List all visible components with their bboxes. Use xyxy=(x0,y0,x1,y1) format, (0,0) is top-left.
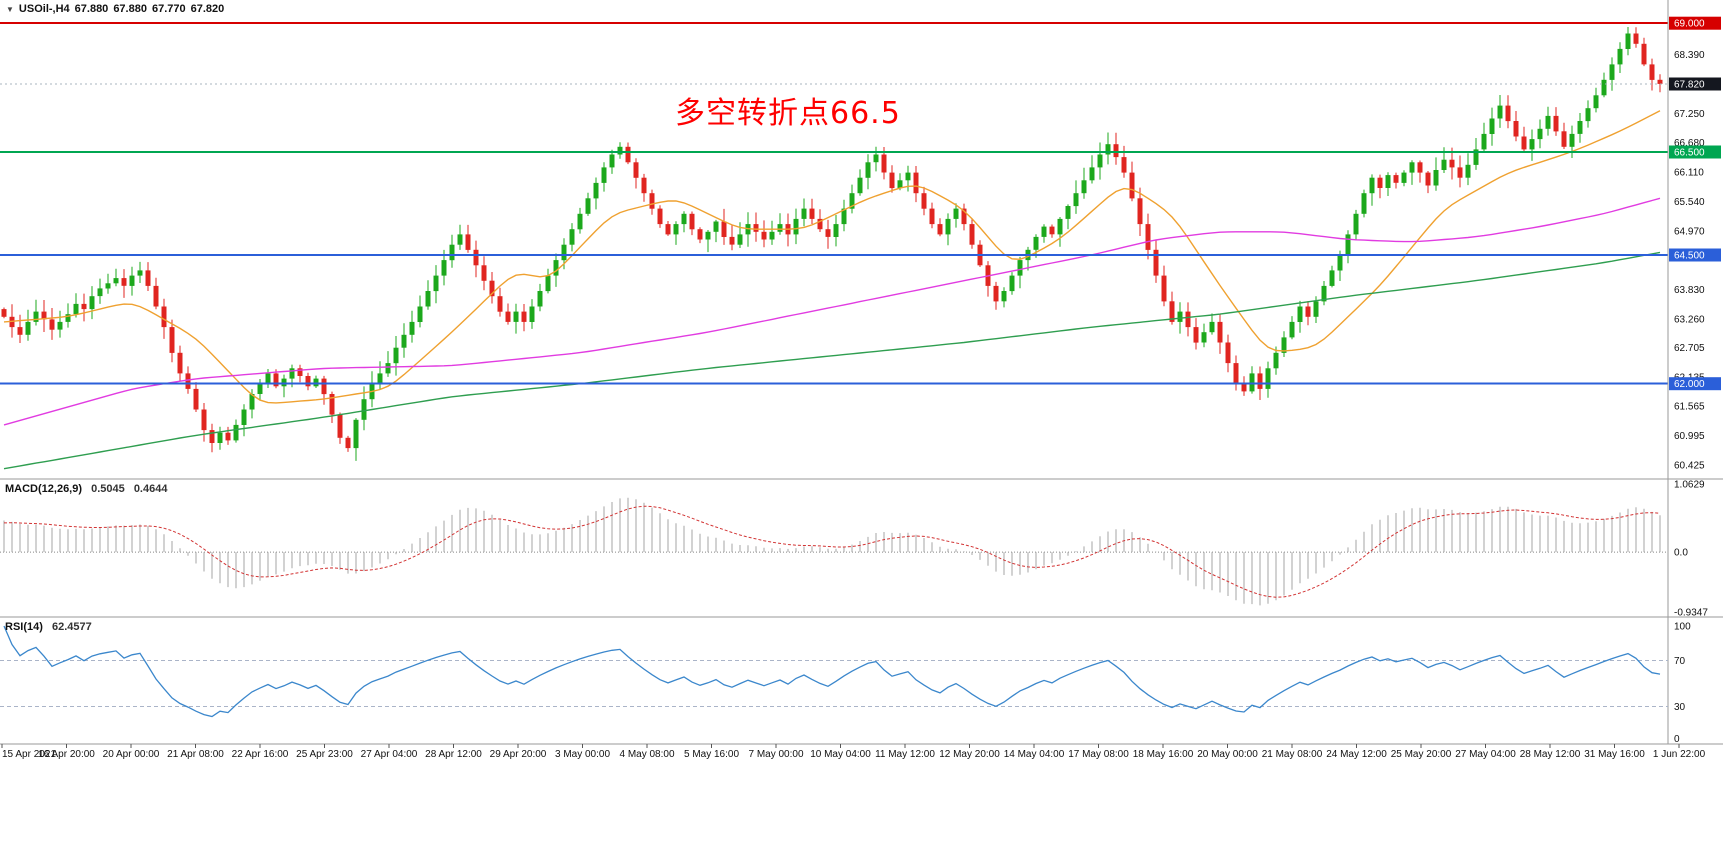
time-axis-label: 17 May 08:00 xyxy=(1068,749,1129,760)
price-tick-label: 60.995 xyxy=(1674,431,1705,442)
horizontal-lines-layer xyxy=(0,22,1668,385)
time-axis-label: 15 Apr 2021 xyxy=(2,749,56,760)
price-badge-label: 69.000 xyxy=(1674,19,1705,30)
price-tick-label: 67.250 xyxy=(1674,109,1705,120)
macd-axis-labels[interactable]: 1.0629 0.0 -0.9347 xyxy=(1674,480,1708,619)
price-badge-label: 62.000 xyxy=(1674,379,1705,390)
time-axis-label: 28 May 12:00 xyxy=(1519,749,1581,760)
price-badge xyxy=(1669,248,1721,262)
time-axis-label: 21 Apr 08:00 xyxy=(167,749,224,760)
rsi-name: RSI(14) xyxy=(5,621,43,633)
time-axis-label: 1 Jun 22:00 xyxy=(1652,749,1706,760)
time-axis-label: 7 May 00:00 xyxy=(748,749,804,760)
price-tick-label: 64.970 xyxy=(1674,226,1705,237)
price-badge xyxy=(1669,145,1721,159)
symbol-dropdown-arrow[interactable]: ▼ xyxy=(6,4,14,14)
time-axis-label: 10 May 04:00 xyxy=(810,749,871,760)
time-axis-label: 24 May 12:00 xyxy=(1326,749,1387,760)
macd-signal-line xyxy=(3,505,1661,598)
time-axis-label: 25 Apr 23:00 xyxy=(296,749,353,760)
macd-histogram xyxy=(3,497,1661,606)
time-axis-label: 31 May 16:00 xyxy=(1584,749,1645,760)
price-badge-label: 64.500 xyxy=(1674,251,1705,262)
quote-low: 67.770 xyxy=(151,3,186,15)
price-tick-label: 65.540 xyxy=(1674,197,1705,208)
price-badge xyxy=(1669,16,1721,30)
time-axis-label: 12 May 20:00 xyxy=(939,749,1000,760)
time-axis-label: 28 Apr 12:00 xyxy=(425,749,482,760)
price-tick-label: 68.390 xyxy=(1674,50,1705,61)
ma-fast-orange xyxy=(3,110,1661,404)
time-axis-ticks xyxy=(1,744,1680,748)
time-axis-label: 20 May 00:00 xyxy=(1197,749,1258,760)
moving-averages-layer xyxy=(3,110,1661,470)
ma-slow-green xyxy=(3,251,1661,470)
price-axis-labels[interactable]: 68.390 67.250 66.680 66.110 65.540 64.970 63.8… xyxy=(1669,16,1721,472)
macd-name: MACD(12,26,9) xyxy=(5,483,83,495)
price-tick-label: 61.565 xyxy=(1674,402,1705,413)
macd-main-value: 0.5045 xyxy=(91,483,125,495)
ma-mid-magenta xyxy=(3,197,1661,426)
price-tick-label: 66.680 xyxy=(1674,138,1705,149)
price-tick-label: 60.425 xyxy=(1674,460,1705,471)
candles-layer xyxy=(1,27,1663,461)
price-tick-label: 63.830 xyxy=(1674,285,1705,296)
price-badge-label: 66.500 xyxy=(1674,148,1705,159)
macd-tick-label: -0.9347 xyxy=(1674,608,1708,619)
rsi-indicator-label: RSI(14) 62.4577 xyxy=(5,621,92,633)
time-axis[interactable]: 15 Apr 2021 16 Apr 20:00 20 Apr 00:00 21 Ap… xyxy=(0,748,1723,764)
symbol-title: USOil-,H4 xyxy=(18,3,70,15)
macd-tick-label: 0.0 xyxy=(1674,548,1688,559)
symbol-bar: ▼ USOil-,H4 67.880 67.880 67.770 67.820 xyxy=(6,3,224,15)
time-axis-label: 29 Apr 20:00 xyxy=(489,749,547,760)
time-axis-label: 27 Apr 04:00 xyxy=(360,749,418,760)
quote-open: 67.880 xyxy=(74,3,109,15)
annotation-text[interactable]: 多空转折点66.5 xyxy=(675,96,901,131)
macd-tick-label: 1.0629 xyxy=(1674,480,1705,491)
price-badge xyxy=(1669,377,1721,391)
rsi-axis-labels[interactable]: 100 70 30 0 xyxy=(1674,622,1691,746)
price-badge xyxy=(1669,77,1721,91)
quote-high: 67.880 xyxy=(113,3,147,15)
rsi-line xyxy=(3,625,1661,718)
price-tick-label: 62.705 xyxy=(1674,343,1705,354)
time-axis-label: 5 May 16:00 xyxy=(683,749,740,760)
time-axis-label: 22 Apr 16:00 xyxy=(231,749,289,760)
rsi-tick-label: 70 xyxy=(1674,656,1686,667)
quote-close: 67.820 xyxy=(190,3,225,15)
price-tick-label: 63.260 xyxy=(1674,314,1705,325)
rsi-value: 62.4577 xyxy=(51,621,92,633)
time-axis-label: 11 May 12:00 xyxy=(875,749,935,760)
time-axis-label: 4 May 08:00 xyxy=(619,749,675,760)
rsi-tick-label: 100 xyxy=(1674,622,1691,633)
time-axis-label: 3 May 00:00 xyxy=(554,749,611,760)
time-axis-label: 16 Apr 20:00 xyxy=(38,749,95,760)
time-axis-label: 25 May 20:00 xyxy=(1390,749,1452,760)
time-axis-label: 20 Apr 00:00 xyxy=(102,749,160,760)
price-tick-label: 66.110 xyxy=(1674,168,1704,179)
time-axis-label: 18 May 16:00 xyxy=(1132,749,1194,760)
time-axis-label: 14 May 04:00 xyxy=(1003,749,1065,760)
rsi-tick-label: 30 xyxy=(1674,702,1686,713)
macd-indicator-label: MACD(12,26,9) 0.5045 0.4644 xyxy=(5,483,167,495)
rsi-tick-label: 0 xyxy=(1674,734,1680,745)
price-badge-label: 67.820 xyxy=(1674,80,1705,91)
time-axis-label: 27 May 04:00 xyxy=(1455,749,1516,760)
macd-signal-value: 0.4644 xyxy=(133,483,168,495)
time-axis-label: 21 May 08:00 xyxy=(1261,749,1323,760)
